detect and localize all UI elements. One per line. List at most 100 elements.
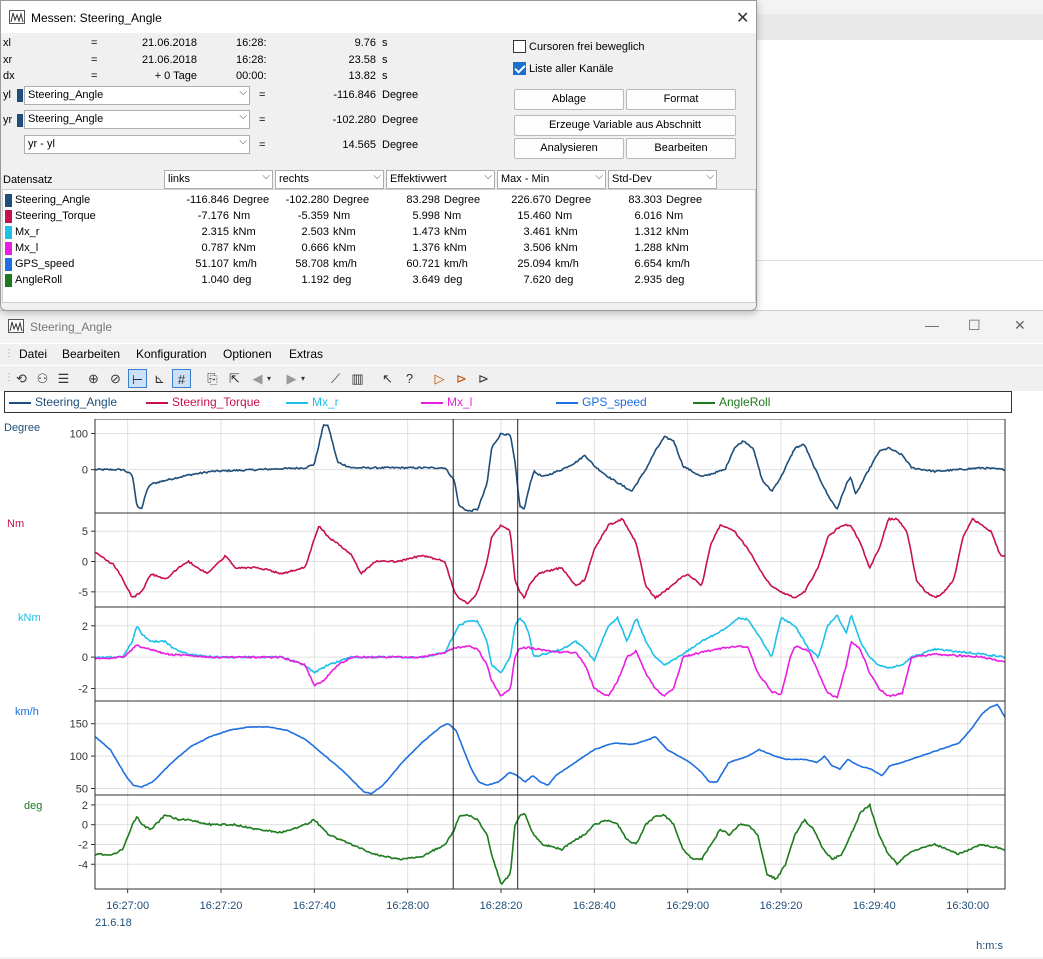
close-icon[interactable]: ✕ bbox=[736, 10, 750, 27]
format-button[interactable]: Format bbox=[626, 89, 736, 110]
channel-name: Steering_Torque bbox=[15, 210, 96, 222]
copy-icon[interactable]: ⎘ bbox=[207, 371, 218, 386]
back-icon[interactable]: ◀ bbox=[252, 371, 263, 386]
chevron-down-icon: ⌵ bbox=[484, 171, 492, 182]
channel-cell: 83.303 Degree bbox=[628, 194, 703, 206]
channel-cell: 3.506 kNm bbox=[523, 242, 578, 254]
column-select-stddev[interactable]: Std-Dev ⌵ bbox=[608, 170, 717, 189]
menu-datei[interactable]: Datei bbox=[19, 347, 48, 361]
yr-channel-select[interactable]: Steering_Angle ⌵ bbox=[24, 110, 250, 129]
channel-cell: 1.288 kNm bbox=[634, 242, 689, 254]
panel-frame bbox=[94, 512, 1006, 608]
yr-color-swatch bbox=[17, 114, 23, 127]
channel-color-swatch bbox=[5, 274, 12, 287]
legend-entry[interactable]: AngleRoll bbox=[693, 395, 770, 409]
ablage-button[interactable]: Ablage bbox=[514, 89, 624, 110]
panel-unit-label: Degree bbox=[4, 422, 40, 434]
menu-bearbeiten[interactable]: Bearbeiten bbox=[62, 347, 121, 361]
panel-frame bbox=[94, 794, 1006, 890]
cursor-line-icon[interactable]: ⊢ bbox=[128, 369, 147, 388]
all-channels-checkbox[interactable] bbox=[513, 62, 526, 75]
series-line-GPS_speed bbox=[94, 703, 1006, 795]
maximize-icon[interactable]: ☐ bbox=[968, 317, 981, 333]
close-icon[interactable]: ✕ bbox=[1014, 317, 1026, 333]
panel-unit-label: deg bbox=[24, 800, 42, 812]
line-chart-icon[interactable]: ⟋ bbox=[330, 371, 341, 386]
y-tick-label: 0 bbox=[82, 652, 88, 664]
channel-color-swatch bbox=[5, 210, 12, 223]
channel-cell: 83.298 Degree bbox=[406, 194, 481, 206]
bar-chart-icon[interactable]: ▥ bbox=[351, 371, 364, 386]
row-label: xl bbox=[3, 37, 11, 49]
analyze-button[interactable]: Analysieren bbox=[514, 138, 624, 159]
y-tick-label: 2 bbox=[82, 621, 88, 633]
channel-row[interactable]: AngleRoll 1.040 deg 1.192 deg 3.649 deg 7.620 de… bbox=[3, 273, 755, 289]
y-tick-label: 100 bbox=[70, 428, 88, 440]
free-cursor-checkbox[interactable] bbox=[513, 40, 526, 53]
channel-cell: 58.708 km/h bbox=[295, 258, 357, 270]
legend-entry[interactable]: Mx_l bbox=[421, 395, 472, 409]
legend-entry[interactable]: GPS_speed bbox=[556, 395, 647, 409]
y-tick-label: -5 bbox=[78, 587, 88, 599]
channel-row[interactable]: Mx_r 2.315 kNm 2.503 kNm 1.473 kNm 3.461 kNm 1.31… bbox=[3, 225, 755, 241]
help-cursor-icon[interactable]: ? bbox=[405, 371, 414, 386]
export-icon[interactable]: ⇱ bbox=[229, 371, 240, 386]
channel-row[interactable]: Steering_Torque -7.176 Nm -5.359 Nm 5.998 Nm 15… bbox=[3, 209, 755, 225]
forward-icon[interactable]: ▶ bbox=[286, 371, 297, 386]
legend-entry[interactable]: Steering_Torque bbox=[146, 395, 260, 409]
all-channels-label: Liste aller Kanäle bbox=[529, 63, 614, 75]
legend-label: Steering_Angle bbox=[35, 395, 118, 409]
yl-channel-select[interactable]: Steering_Angle ⌵ bbox=[24, 86, 250, 105]
axes-icon[interactable]: ☰ bbox=[57, 371, 70, 386]
chart-area[interactable]: 1000Degree50-5Nm20-2kNm15010050km/h20-2-… bbox=[0, 419, 1043, 959]
legend-line bbox=[146, 401, 168, 404]
channel-name: Steering_Angle bbox=[15, 194, 91, 206]
column-select-maxmin[interactable]: Max - Min ⌵ bbox=[497, 170, 606, 189]
series-line-Mx_l bbox=[94, 640, 1006, 699]
column-select-rms[interactable]: Effektivwert ⌵ bbox=[386, 170, 495, 189]
create-variable-button[interactable]: Erzeuge Variable aus Abschnitt bbox=[514, 115, 736, 136]
channel-color-swatch bbox=[5, 194, 12, 207]
row-value: 9.76 bbox=[354, 37, 376, 49]
chart-legend: Steering_Angle Steering_Torque Mx_r Mx_l GPS… bbox=[4, 391, 1012, 413]
chevron-down-icon[interactable]: ▾ bbox=[300, 374, 305, 383]
chart-window: Steering_Angle — ☐ ✕ ⋮ Datei Bearbeiten … bbox=[0, 310, 1043, 957]
window-titlebar[interactable]: Steering_Angle — ☐ ✕ bbox=[0, 311, 1043, 343]
channel-row[interactable]: GPS_speed 51.107 km/h 58.708 km/h 60.721 km/h 2… bbox=[3, 257, 755, 273]
column-select-rechts[interactable]: rechts ⌵ bbox=[275, 170, 384, 189]
yl-color-swatch bbox=[17, 89, 23, 102]
row-time: 16:28: bbox=[236, 37, 267, 49]
column-select-links[interactable]: links ⌵ bbox=[164, 170, 273, 189]
menu-optionen[interactable]: Optionen bbox=[223, 347, 272, 361]
play-multi-icon[interactable]: ⊳ bbox=[456, 371, 467, 386]
minimize-icon[interactable]: — bbox=[925, 317, 939, 333]
chevron-down-icon[interactable]: ▾ bbox=[266, 374, 271, 383]
channel-cell: 226.670 Degree bbox=[511, 194, 592, 206]
channel-statistics-list[interactable]: Steering_Angle -116.846 Degree -102.280 Degr… bbox=[2, 189, 756, 303]
zoom-in-icon[interactable]: ⊕ bbox=[88, 371, 99, 386]
legend-entry[interactable]: Mx_r bbox=[286, 395, 339, 409]
channels-icon[interactable]: ⚇ bbox=[36, 371, 49, 386]
chevron-down-icon: ⌵ bbox=[595, 171, 603, 182]
measure-icon[interactable]: ⊾ bbox=[154, 371, 165, 386]
grid-icon[interactable]: # bbox=[172, 369, 191, 388]
play-end-icon[interactable]: ⊳ bbox=[478, 371, 489, 386]
channel-row[interactable]: Mx_l 0.787 kNm 0.666 kNm 1.376 kNm 3.506 kNm 1.28… bbox=[3, 241, 755, 257]
x-tick-label: 16:28:00 bbox=[386, 900, 429, 912]
zoom-reset-icon[interactable]: ⊘ bbox=[110, 371, 121, 386]
legend-entry[interactable]: Steering_Angle bbox=[9, 395, 117, 409]
menu-extras[interactable]: Extras bbox=[289, 347, 324, 361]
x-tick-label: 16:29:40 bbox=[853, 900, 896, 912]
legend-label: GPS_speed bbox=[582, 395, 647, 409]
channel-color-swatch bbox=[5, 258, 12, 271]
channel-row[interactable]: Steering_Angle -116.846 Degree -102.280 Degr… bbox=[3, 193, 755, 209]
pointer-icon[interactable]: ↖ bbox=[382, 371, 393, 386]
dialog-titlebar[interactable]: Messen: Steering_Angle ✕ bbox=[1, 1, 756, 33]
refresh-icon[interactable]: ⟲ bbox=[16, 371, 27, 386]
edit-button[interactable]: Bearbeiten bbox=[626, 138, 736, 159]
channel-color-swatch bbox=[5, 242, 12, 255]
diff-select[interactable]: yr - yl ⌵ bbox=[24, 135, 250, 154]
yr-label: yr bbox=[3, 114, 13, 126]
play-icon[interactable]: ▷ bbox=[434, 371, 445, 386]
menu-konfiguration[interactable]: Konfiguration bbox=[136, 347, 207, 361]
